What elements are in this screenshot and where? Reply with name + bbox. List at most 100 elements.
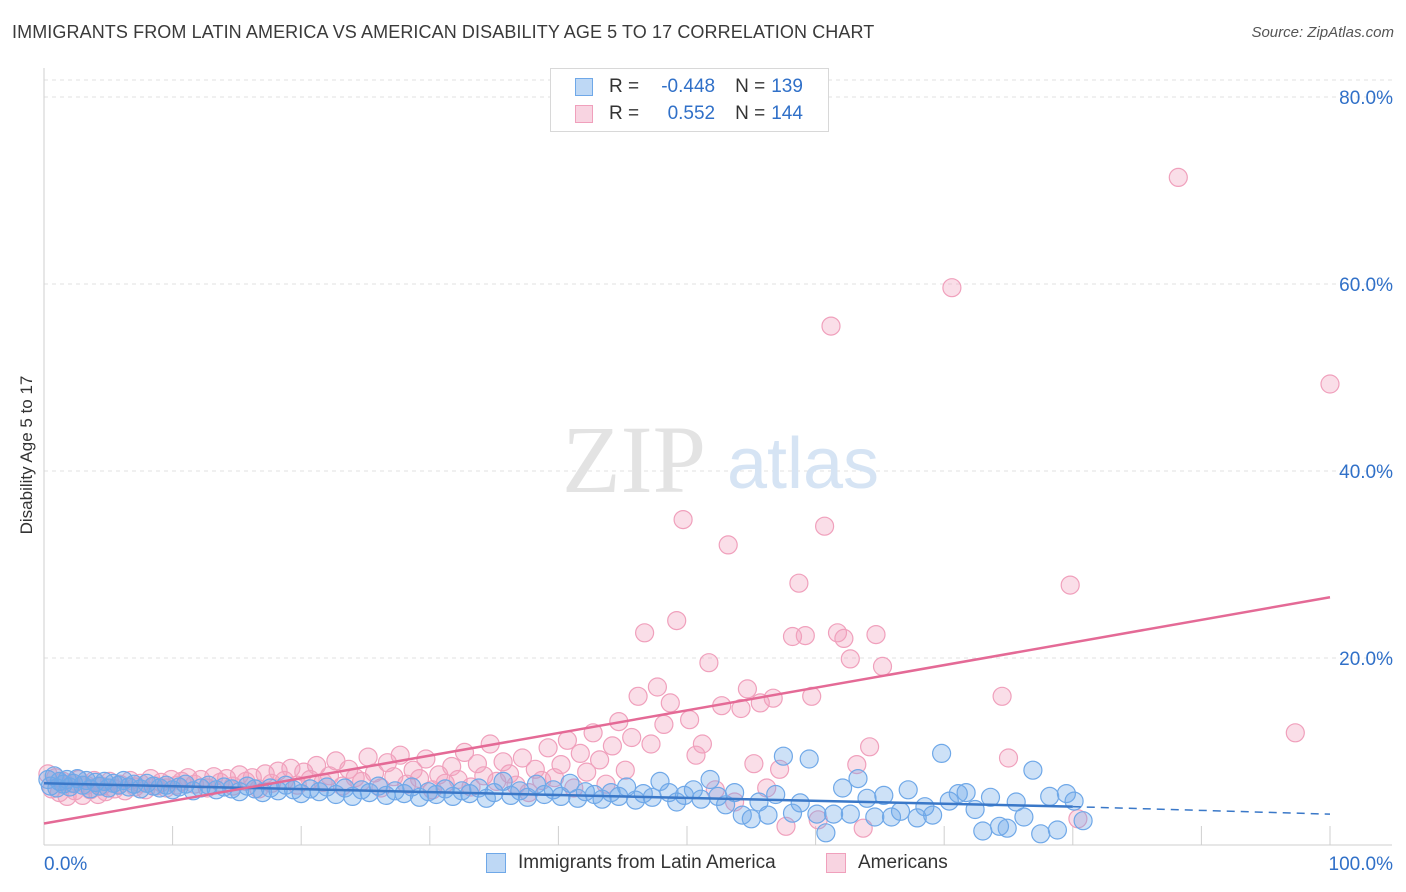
trend-line-americans: [43, 595, 1331, 825]
point-immigrants: [816, 823, 836, 843]
point-immigrants: [956, 782, 976, 803]
point-immigrants: [1023, 760, 1043, 780]
point-immigrants: [560, 773, 580, 793]
point-immigrants: [517, 787, 538, 807]
point-americans: [992, 686, 1012, 706]
point-americans: [763, 688, 783, 708]
point-americans: [358, 747, 378, 767]
watermark-zip: ZIP: [562, 406, 706, 513]
point-americans: [615, 760, 635, 780]
bottom-legend-label: Americans: [858, 852, 948, 873]
point-immigrants: [832, 778, 853, 798]
r-value: 0.552: [667, 103, 716, 124]
y-tick-label: 60.0%: [1339, 275, 1393, 296]
point-immigrants: [989, 816, 1010, 836]
point-americans: [699, 653, 719, 673]
x-tick-label: 0.0%: [44, 854, 87, 875]
point-immigrants: [758, 805, 778, 825]
source-label: Source: ZipAtlas.com: [1251, 24, 1394, 41]
y-tick-label: 80.0%: [1339, 88, 1393, 109]
point-americans: [679, 710, 700, 730]
point-americans: [686, 745, 706, 765]
point-immigrants: [898, 780, 918, 800]
point-immigrants: [857, 788, 877, 808]
point-immigrants: [1014, 807, 1034, 827]
point-americans: [634, 623, 655, 643]
point-immigrants: [907, 808, 927, 828]
point-americans: [551, 754, 571, 775]
point-americans: [821, 316, 841, 336]
point-immigrants: [426, 784, 446, 805]
x-tick-labels: 0.0% 100.0%: [44, 854, 1393, 875]
n-label: N =: [735, 103, 766, 124]
legend-swatch-blue: [575, 78, 593, 96]
point-americans: [853, 818, 873, 838]
point-immigrants: [890, 801, 911, 821]
point-immigrants: [948, 783, 968, 804]
point-immigrants: [807, 804, 827, 824]
point-americans: [840, 649, 860, 669]
point-immigrants: [1056, 783, 1077, 804]
point-americans: [416, 749, 436, 769]
point-americans: [538, 738, 558, 758]
n-value: 139: [771, 76, 803, 97]
point-americans: [525, 759, 545, 779]
bottom-legend-americans: Americans: [826, 852, 948, 874]
point-immigrants: [840, 804, 860, 824]
point-americans: [1320, 374, 1340, 394]
legend-row-immigrants: R = -0.448 N = 139: [575, 74, 823, 100]
point-americans: [512, 748, 533, 768]
point-americans: [570, 743, 590, 764]
point-immigrants: [922, 805, 943, 825]
r-label: R =: [609, 76, 640, 97]
point-immigrants: [394, 783, 414, 804]
point-immigrants: [526, 774, 547, 794]
point-americans: [467, 754, 487, 774]
point-americans: [1285, 723, 1305, 743]
point-immigrants: [452, 781, 472, 801]
trend-line-immigrants: [43, 782, 1073, 808]
point-americans: [718, 535, 738, 555]
point-americans: [859, 737, 880, 757]
point-americans: [998, 748, 1019, 768]
y-tick-label: 20.0%: [1339, 649, 1393, 670]
point-americans: [628, 686, 648, 706]
stats-legend: R = -0.448 N = 139 R = 0.552 N = 144: [550, 68, 829, 132]
bottom-legend-swatch-pink: [826, 853, 846, 873]
point-immigrants: [997, 818, 1017, 838]
point-americans: [589, 750, 610, 770]
r-value: -0.448: [661, 76, 716, 97]
point-americans: [654, 714, 674, 735]
point-immigrants: [980, 787, 1001, 807]
point-immigrants: [1073, 811, 1093, 831]
point-immigrants: [973, 821, 993, 841]
point-immigrants: [874, 785, 894, 806]
point-immigrants: [501, 785, 521, 806]
point-immigrants: [790, 793, 810, 813]
bottom-legend-immigrants: Immigrants from Latin America: [486, 852, 776, 874]
point-americans: [499, 764, 520, 784]
point-immigrants: [823, 804, 844, 824]
point-americans: [847, 754, 867, 775]
y-axis-label: Disability Age 5 to 17: [17, 375, 36, 535]
point-immigrants: [1031, 824, 1051, 844]
axes: [43, 68, 1392, 846]
point-immigrants: [724, 782, 745, 803]
x-tick-label: 100.0%: [1329, 854, 1394, 875]
point-americans: [942, 278, 962, 298]
watermark-atlas: atlas: [727, 424, 879, 504]
point-immigrants: [848, 768, 868, 789]
point-americans: [866, 624, 886, 645]
point-americans: [1168, 167, 1188, 187]
n-value: 144: [771, 103, 803, 124]
point-americans: [731, 698, 751, 719]
point-immigrants: [700, 769, 720, 790]
point-americans: [814, 516, 835, 536]
point-americans: [872, 656, 893, 677]
point-immigrants: [799, 749, 819, 769]
point-immigrants: [1040, 786, 1060, 807]
point-immigrants: [773, 746, 794, 766]
trend-lines: [43, 595, 1331, 825]
point-immigrants: [1047, 820, 1068, 840]
